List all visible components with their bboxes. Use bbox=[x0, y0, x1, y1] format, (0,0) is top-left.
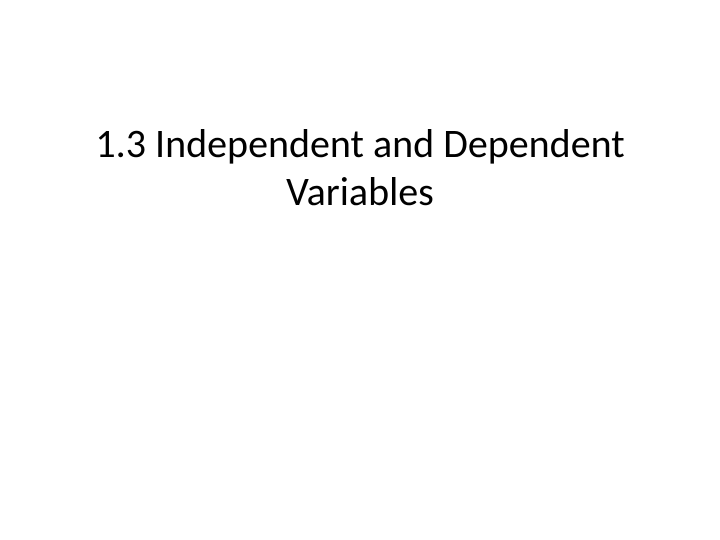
slide-title: 1.3 Independent and Dependent Variables bbox=[50, 120, 670, 216]
slide-container: 1.3 Independent and Dependent Variables bbox=[0, 0, 720, 540]
